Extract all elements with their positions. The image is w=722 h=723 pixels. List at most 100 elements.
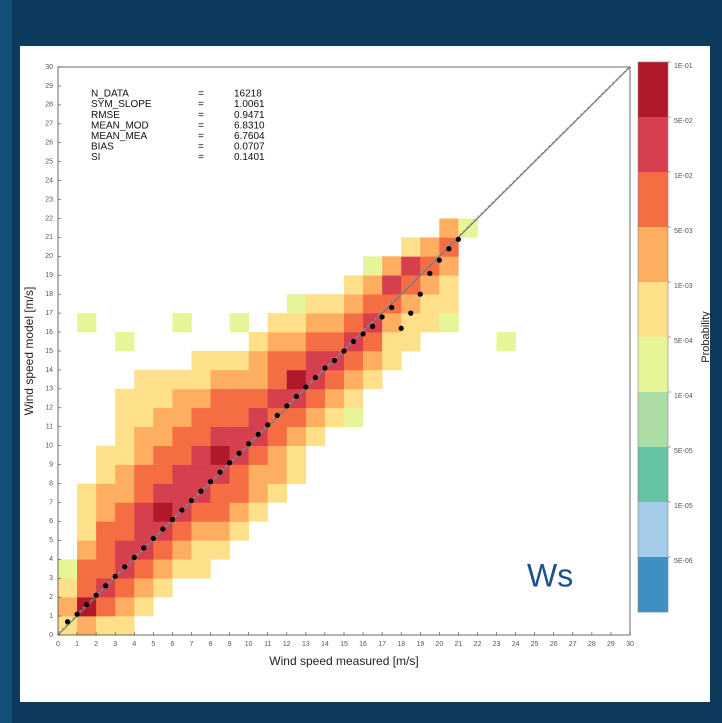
heat-cell <box>229 521 249 541</box>
stat-name: MEAN_MOD <box>91 120 149 131</box>
heat-cell <box>344 313 364 333</box>
stat-name: MEAN_MEA <box>91 131 147 142</box>
colorbar-tick-label: 1E-02 <box>674 173 693 180</box>
mean-point <box>236 450 242 456</box>
y-tick-label: 26 <box>45 140 53 147</box>
heat-cell <box>172 426 192 446</box>
heat-cell <box>344 275 364 295</box>
heat-cell <box>115 502 135 522</box>
heat-cell <box>210 521 230 541</box>
heat-cell <box>191 426 211 446</box>
mean-point <box>84 602 90 608</box>
heat-cell <box>363 351 383 371</box>
mean-point <box>446 246 452 252</box>
y-tick-label: 4 <box>49 556 53 563</box>
heat-cell <box>210 407 230 428</box>
mean-point <box>436 257 442 263</box>
heat-cell <box>363 294 383 314</box>
x-tick-label: 26 <box>550 641 558 648</box>
heat-cell <box>172 388 192 409</box>
x-tick-label: 1 <box>75 641 79 648</box>
heat-cell <box>363 369 383 390</box>
heat-cell <box>153 407 173 428</box>
mean-point <box>150 535 156 542</box>
y-tick-label: 19 <box>45 272 53 279</box>
heat-cell <box>172 369 192 390</box>
heat-cell <box>248 388 269 409</box>
heat-cell <box>363 275 383 295</box>
mean-point <box>303 384 309 390</box>
heat-cell <box>172 521 192 541</box>
colorbar-tick-label: 1E-04 <box>674 393 693 400</box>
heat-cell <box>77 578 97 598</box>
colorbar-band <box>638 337 668 393</box>
x-tick-label: 7 <box>190 641 194 648</box>
heat-cell <box>401 256 421 276</box>
heat-cell <box>286 351 307 371</box>
y-tick-label: 25 <box>45 159 53 166</box>
y-tick-label: 3 <box>49 575 53 582</box>
mean-point <box>398 325 404 331</box>
y-tick-label: 29 <box>45 83 53 90</box>
y-tick-label: 9 <box>49 461 53 468</box>
heat-cell <box>305 426 326 446</box>
y-tick-label: 30 <box>45 64 53 71</box>
heat-cell <box>229 407 249 428</box>
heat-cell <box>382 351 402 371</box>
x-tick-label: 3 <box>113 641 117 648</box>
heat-cell <box>210 540 230 560</box>
x-tick-label: 10 <box>245 641 253 648</box>
heat-cell <box>305 294 326 314</box>
heat-cell <box>382 256 402 276</box>
x-tick-label: 13 <box>302 641 310 648</box>
heat-cell <box>134 369 154 390</box>
mean-point <box>427 270 433 276</box>
heat-cell <box>363 332 383 352</box>
heat-cell <box>344 351 364 371</box>
heat-cell <box>229 464 249 484</box>
heat-cell <box>115 616 135 636</box>
heat-cell <box>134 483 154 503</box>
heat-cell <box>286 445 307 465</box>
heat-cell <box>153 369 173 390</box>
heat-cell <box>439 218 459 238</box>
colorbar-tick-label: 1E-05 <box>674 503 693 510</box>
heat-cell <box>96 616 116 636</box>
x-tick-label: 6 <box>170 641 174 648</box>
side-band <box>0 0 12 723</box>
heat-cell <box>286 426 307 446</box>
heat-cell <box>172 483 192 503</box>
heat-cell <box>134 559 154 579</box>
heat-cell <box>153 445 173 465</box>
mean-point <box>227 460 233 466</box>
colorbar-band <box>638 117 668 173</box>
heat-cell <box>191 464 211 484</box>
y-tick-label: 14 <box>45 367 53 374</box>
heat-cell <box>210 502 230 522</box>
heat-cell <box>96 502 116 522</box>
colorbar-frame <box>637 61 669 613</box>
heat-cell <box>115 388 135 409</box>
heat-cell <box>344 369 364 390</box>
heat-cell <box>344 388 364 409</box>
x-tick-label: 29 <box>607 641 615 648</box>
heat-cell <box>58 559 78 579</box>
heat-cell <box>344 407 364 428</box>
heat-cell <box>172 407 192 428</box>
heat-cell <box>305 388 326 409</box>
x-tick-label: 18 <box>397 641 405 648</box>
mean-point <box>312 374 318 381</box>
colorbar-tick-label: 1E-03 <box>674 283 693 290</box>
heat-cell <box>191 407 211 428</box>
heat-cell <box>96 597 116 617</box>
heat-cell <box>153 578 173 598</box>
x-tick-label: 11 <box>264 641 271 648</box>
heat-cell <box>229 351 249 371</box>
mean-point <box>160 526 166 532</box>
heat-cell <box>248 332 269 352</box>
mean-point <box>93 592 99 598</box>
stat-name: N_DATA <box>91 89 129 100</box>
heat-cell <box>267 426 288 446</box>
mean-point <box>417 291 423 297</box>
heat-cell <box>267 313 288 333</box>
